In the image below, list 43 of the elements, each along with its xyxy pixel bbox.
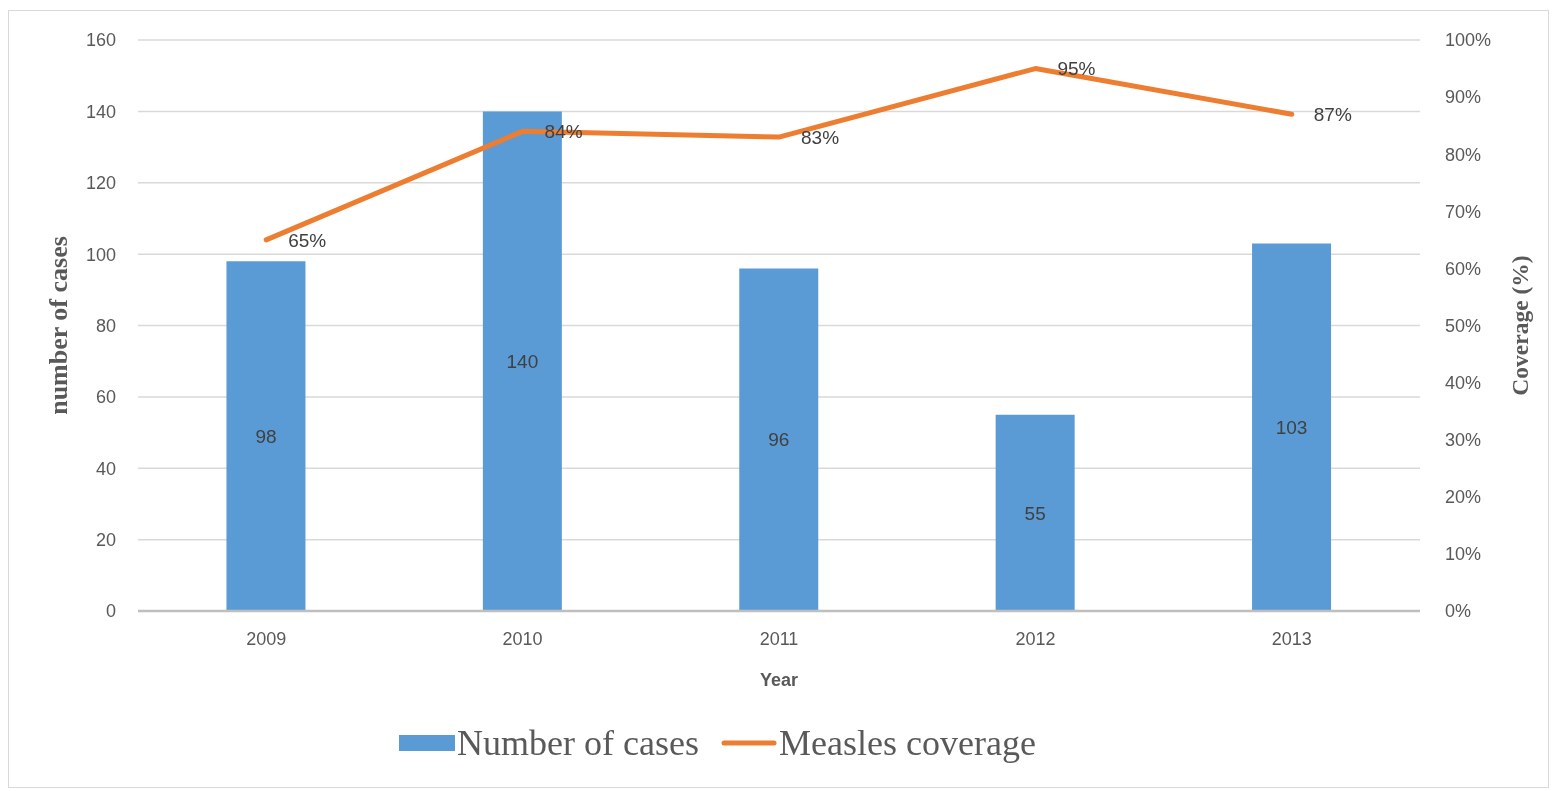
x-tick-label: 2012 [1015,628,1056,649]
x-tick-label: 2011 [759,628,799,649]
data-label: 83% [801,126,840,148]
data-label: 87% [1313,103,1352,125]
bar [1252,243,1332,611]
y2-tick-label: 30% [1445,430,1482,451]
legend-label: Number of cases [457,723,700,763]
y2-tick-label: 70% [1445,201,1482,222]
data-label: 103 [1275,416,1308,438]
legend-label: Measles coverage [779,723,1036,763]
data-label: 65% [288,229,327,251]
y2-tick-label: 20% [1445,487,1482,508]
x-tick-label: 2009 [246,628,287,649]
y-tick-label: 40 [95,458,116,479]
x-tick-label: 2013 [1271,628,1312,649]
bar [995,414,1075,611]
y2-tick-label: 50% [1445,315,1482,336]
data-label: 95% [1057,58,1096,80]
data-label: 98 [255,425,277,447]
y-tick-label: 100 [85,244,116,265]
x-axis-title: Year [759,670,799,690]
data-label: 55 [1024,502,1046,524]
y2-tick-label: 40% [1445,372,1482,393]
y-tick-label: 60 [95,387,116,408]
data-label: 96 [768,429,790,451]
x-tick-label: 2010 [502,628,543,649]
y-tick-label: 20 [95,530,116,551]
y2-tick-label: 80% [1445,144,1482,165]
y-tick-label: 80 [95,315,116,336]
y-tick-label: 120 [85,173,116,194]
y2-tick-label: 90% [1445,87,1482,108]
y2-tick-label: 60% [1445,258,1482,279]
y-axis-title: number of cases [43,236,73,415]
y2-axis-title: Coverage (%) [1507,255,1533,396]
y-tick-label: 0 [105,601,116,622]
y2-tick-label: 0% [1445,601,1472,622]
data-label: 140 [506,350,539,372]
y2-tick-label: 100% [1445,30,1492,51]
bar [226,261,306,611]
bar [739,268,819,611]
y-tick-label: 160 [85,30,116,51]
y-tick-label: 140 [85,101,116,122]
y2-tick-label: 10% [1445,544,1482,565]
